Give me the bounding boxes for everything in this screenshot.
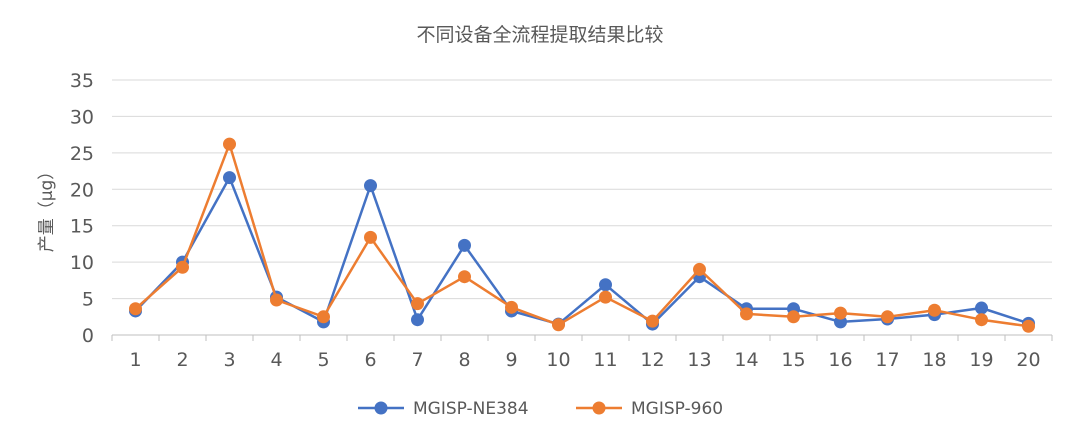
x-tick-label: 4 [270, 349, 282, 371]
data-point [364, 230, 377, 244]
data-point [411, 313, 424, 327]
data-point [740, 307, 753, 321]
x-tick-label: 8 [458, 349, 470, 371]
data-point [834, 306, 847, 320]
data-point [317, 310, 330, 324]
y-tick-label: 10 [70, 252, 94, 274]
x-tick-label: 5 [317, 349, 329, 371]
y-axis-title: 产量（μg） [37, 163, 57, 253]
x-tick-label: 10 [546, 349, 570, 371]
legend-marker [374, 401, 388, 415]
y-tick-label: 35 [70, 70, 94, 92]
legend-label: MGISP-NE384 [413, 399, 529, 419]
data-point [599, 278, 612, 292]
data-point [458, 238, 471, 252]
x-tick-label: 1 [129, 349, 141, 371]
data-point [599, 290, 612, 304]
y-tick-label: 15 [70, 216, 94, 238]
series-line [134, 142, 1029, 328]
x-tick-label: 15 [781, 349, 805, 371]
x-tick-label: 19 [969, 349, 993, 371]
x-tick-label: 11 [593, 349, 617, 371]
data-point [364, 179, 377, 193]
chart-title: 不同设备全流程提取结果比较 [416, 24, 664, 46]
data-point [881, 310, 894, 324]
data-point [270, 293, 283, 307]
data-point [223, 171, 236, 185]
x-tick-label: 12 [640, 349, 664, 371]
y-tick-label: 0 [82, 325, 94, 347]
y-tick-label: 25 [70, 143, 94, 165]
x-tick-label: 16 [828, 349, 852, 371]
y-tick-label: 20 [70, 179, 94, 201]
data-point [646, 314, 659, 328]
x-tick-label: 14 [734, 349, 758, 371]
legend-marker [592, 401, 606, 415]
x-tick-label: 6 [364, 349, 376, 371]
data-point [975, 301, 988, 315]
x-tick-label: 9 [505, 349, 517, 371]
data-point [975, 313, 988, 327]
data-point [223, 137, 236, 151]
data-point [411, 297, 424, 311]
data-point [176, 260, 189, 274]
data-point [552, 318, 565, 332]
legend-label: MGISP-960 [631, 399, 723, 419]
data-point [693, 262, 706, 276]
data-point [505, 300, 518, 314]
data-point [1022, 319, 1035, 333]
data-point [928, 303, 941, 317]
data-point [458, 270, 471, 284]
x-tick-label: 17 [875, 349, 899, 371]
x-tick-label: 18 [922, 349, 946, 371]
x-tick-label: 7 [411, 349, 423, 371]
x-tick-label: 13 [687, 349, 711, 371]
y-tick-label: 5 [82, 289, 94, 311]
x-tick-label: 3 [223, 349, 235, 371]
data-point [129, 302, 142, 316]
x-tick-label: 20 [1016, 349, 1040, 371]
x-tick-label: 2 [176, 349, 188, 371]
y-tick-label: 30 [70, 106, 94, 128]
data-point [787, 310, 800, 324]
series-line [134, 176, 1029, 326]
